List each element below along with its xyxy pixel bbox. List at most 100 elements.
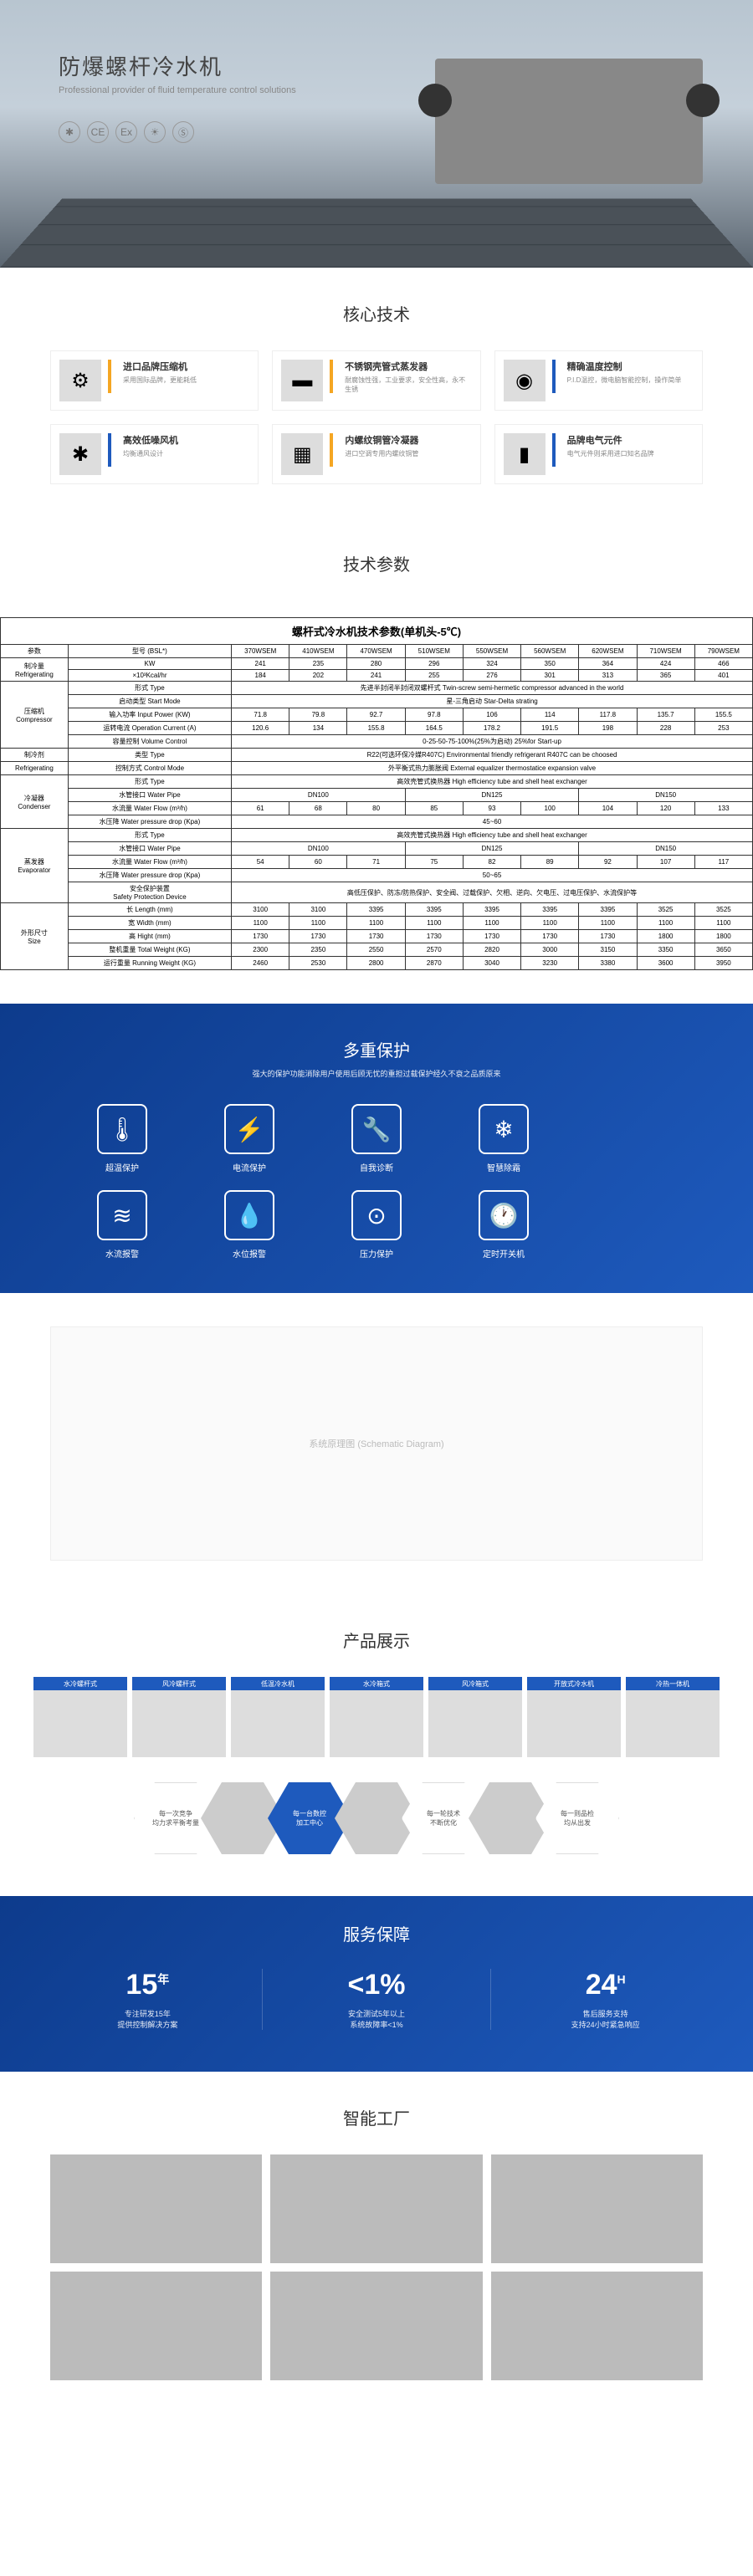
section-title-spec: 技术参数 [0, 518, 753, 601]
product-image [626, 1690, 720, 1757]
tech-title: 高效低噪风机 [123, 433, 178, 447]
tech-title: 不锈钢壳管式蒸发器 [345, 360, 472, 373]
factory-image [270, 2272, 482, 2380]
tech-accent-bar [552, 433, 556, 467]
product-image [330, 1690, 423, 1757]
hero-subtitle: Professional provider of fluid temperatu… [59, 84, 296, 97]
hero-cert-icons: ✱CEEx☀Ⓢ [59, 121, 194, 143]
cert-icon: Ex [115, 121, 137, 143]
product-item: 风冷箱式 [428, 1677, 522, 1757]
stat-item: 15年专注研发15年提供控制解决方案 [33, 1969, 263, 2030]
section-title-core: 核心技术 [0, 268, 753, 350]
diagram-placeholder: 系统原理图 (Schematic Diagram) [50, 1326, 703, 1561]
tech-item: ◉ 精确温度控制P.I.D温控，微电脑智能控制，操作简单 [494, 350, 703, 411]
hero-title: 防爆螺杆冷水机 [59, 50, 296, 81]
section-title-products: 产品展示 [0, 1594, 753, 1677]
system-diagram: 系统原理图 (Schematic Diagram) [0, 1293, 753, 1594]
protect-icon: ⚡ [224, 1104, 274, 1154]
hexagon-features: 每一次竞争均力求平衡考量每一台数控加工中心每一轮技术不断优化每一则品检均从出发 [0, 1757, 753, 1896]
stat-desc: 售后服务支持支持24小时紧急响应 [491, 2008, 720, 2030]
protect-item: ❄ 智慧除霜 [448, 1104, 559, 1173]
tech-item: ▮ 品牌电气元件电气元件则采用进口知名品牌 [494, 424, 703, 484]
protect-icon: 🕐 [479, 1190, 529, 1240]
hexagon-white: 每一则品检均从出发 [535, 1782, 619, 1854]
protect-label: 智慧除霜 [448, 1161, 559, 1173]
tech-accent-bar [108, 360, 111, 393]
protect-label: 水位报警 [194, 1247, 305, 1260]
protect-item: ⚡ 电流保护 [194, 1104, 305, 1173]
protect-label: 电流保护 [194, 1161, 305, 1173]
stat-number: 15年 [33, 1969, 262, 2001]
tech-icon: ▦ [281, 433, 323, 475]
spec-table: 螺杆式冷水机技术参数(单机头-5℃)参数型号 (BSL*)370WSEM410W… [0, 617, 753, 970]
tech-title: 精确温度控制 [567, 360, 682, 373]
product-item: 冷热一体机 [626, 1677, 720, 1757]
section-title-factory: 智能工厂 [0, 2072, 753, 2154]
protect-item: 🔧 自我诊断 [321, 1104, 432, 1173]
product-item: 开放式冷水机 [527, 1677, 621, 1757]
product-image [33, 1690, 127, 1757]
tech-desc: 进口空调专用内螺纹铜管 [345, 449, 418, 458]
product-item: 低温冷水机 [231, 1677, 325, 1757]
factory-image [491, 2272, 703, 2380]
product-item: 风冷螺杆式 [132, 1677, 226, 1757]
protect-icon: 🌡 [97, 1104, 147, 1154]
protect-item: ≋ 水流报警 [67, 1190, 177, 1260]
product-item: 水冷螺杆式 [33, 1677, 127, 1757]
product-tag: 水冷螺杆式 [33, 1677, 127, 1690]
product-gallery: 水冷螺杆式风冷螺杆式低温冷水机水冷箱式风冷箱式开放式冷水机冷热一体机 [0, 1677, 753, 1757]
cert-icon: ☀ [144, 121, 166, 143]
tech-item: ✱ 高效低噪风机均衡通风设计 [50, 424, 259, 484]
stat-item: <1%安全测试5年以上系统故障率<1% [263, 1969, 492, 2030]
product-image [428, 1690, 522, 1757]
tech-core-grid: ⚙ 进口品牌压缩机采用国际品牌，更能耗低▬ 不锈钢壳管式蒸发器耐腐蚀性强，工业要… [0, 350, 753, 518]
factory-image [270, 2154, 482, 2263]
protect-icon: 🔧 [351, 1104, 402, 1154]
protection-subtitle: 强大的保护功能消除用户使用后顾无忧的重担过载保护经久不衰之品质原来 [0, 1068, 753, 1079]
cert-icon: ✱ [59, 121, 80, 143]
stat-number: 24H [491, 1969, 720, 2001]
stat-desc: 专注研发15年提供控制解决方案 [33, 2008, 262, 2030]
tech-item: ▦ 内螺纹铜管冷凝器进口空调专用内螺纹铜管 [272, 424, 480, 484]
product-tag: 开放式冷水机 [527, 1677, 621, 1690]
service-section: 服务保障 15年专注研发15年提供控制解决方案<1%安全测试5年以上系统故障率<… [0, 1896, 753, 2072]
protect-label: 自我诊断 [321, 1161, 432, 1173]
protect-icon: ≋ [97, 1190, 147, 1240]
tech-icon: ⚙ [59, 360, 101, 401]
service-title: 服务保障 [0, 1921, 753, 1945]
tech-icon: ✱ [59, 433, 101, 475]
tech-desc: 均衡通风设计 [123, 449, 178, 458]
hero-banner: 防爆螺杆冷水机 Professional provider of fluid t… [0, 0, 753, 268]
protect-item: 💧 水位报警 [194, 1190, 305, 1260]
protect-icon: ⊙ [351, 1190, 402, 1240]
hero-product-image [435, 59, 703, 184]
product-tag: 冷热一体机 [626, 1677, 720, 1690]
tech-accent-bar [330, 360, 333, 393]
service-stats: 15年专注研发15年提供控制解决方案<1%安全测试5年以上系统故障率<1%24H… [0, 1952, 753, 2047]
protect-icon: 💧 [224, 1190, 274, 1240]
tech-item: ⚙ 进口品牌压缩机采用国际品牌，更能耗低 [50, 350, 259, 411]
protect-label: 定时开关机 [448, 1247, 559, 1260]
product-tag: 水冷箱式 [330, 1677, 423, 1690]
product-tag: 风冷螺杆式 [132, 1677, 226, 1690]
protect-label: 压力保护 [321, 1247, 432, 1260]
factory-grid [0, 2154, 753, 2414]
protect-label: 超温保护 [67, 1161, 177, 1173]
cert-icon: Ⓢ [172, 121, 194, 143]
tech-desc: 电气元件则采用进口知名品牌 [567, 449, 654, 458]
tech-desc: 采用国际品牌，更能耗低 [123, 376, 197, 385]
tech-accent-bar [330, 433, 333, 467]
stat-item: 24H 售后服务支持支持24小时紧急响应 [491, 1969, 720, 2030]
protect-item: 🕐 定时开关机 [448, 1190, 559, 1260]
product-tag: 风冷箱式 [428, 1677, 522, 1690]
protect-icon: ❄ [479, 1104, 529, 1154]
tech-icon: ◉ [504, 360, 546, 401]
stat-number: <1% [263, 1969, 491, 2001]
protection-row-2: ≋ 水流报警 💧 水位报警 ⊙ 压力保护 🕐 定时开关机 [0, 1190, 753, 1260]
protect-item: 🌡 超温保护 [67, 1104, 177, 1173]
protect-item: ⊙ 压力保护 [321, 1190, 432, 1260]
protect-label: 水流报警 [67, 1247, 177, 1260]
protection-section: 多重保护 强大的保护功能消除用户使用后顾无忧的重担过载保护经久不衰之品质原来 🌡… [0, 1004, 753, 1293]
product-item: 水冷箱式 [330, 1677, 423, 1757]
tech-accent-bar [552, 360, 556, 393]
